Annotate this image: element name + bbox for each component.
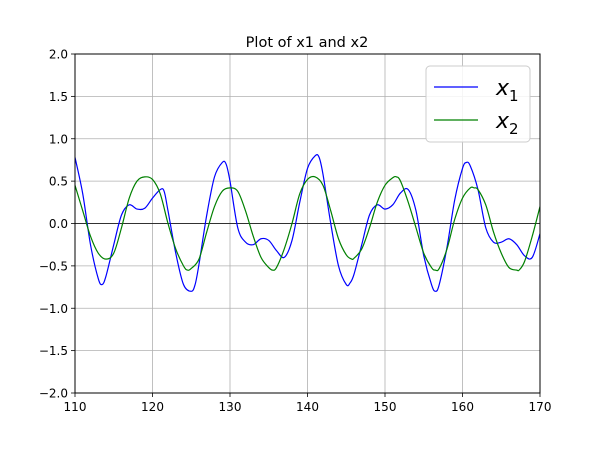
- series-layer: [75, 154, 540, 292]
- y-tick-label: −2.0: [39, 387, 68, 401]
- legend-label-x1: x1: [495, 76, 519, 105]
- series-line-x1: [75, 154, 540, 292]
- legend-box: [425, 65, 531, 143]
- x-tick-label: 140: [296, 400, 319, 414]
- y-tick-label: 0.5: [49, 175, 68, 189]
- legend-label-x2: x2: [495, 109, 519, 138]
- y-tick-label: 1.5: [49, 90, 68, 104]
- x-tick-label: 170: [529, 400, 552, 414]
- y-tick-label: −1.0: [39, 302, 68, 316]
- y-tick-label: −0.5: [39, 259, 68, 273]
- legend-label-x1-sub: 1: [509, 87, 519, 105]
- legend-label-x2-sub: 2: [509, 120, 519, 138]
- legend-label-x2-base: x: [495, 109, 510, 134]
- x-tick-label: 150: [374, 400, 397, 414]
- x-tick-label: 120: [141, 400, 164, 414]
- x-tick-label: 110: [64, 400, 87, 414]
- chart-title: Plot of x1 and x2: [246, 35, 369, 51]
- y-tick-label: 0.0: [49, 217, 68, 231]
- y-tick-label: −1.5: [39, 344, 68, 358]
- x-axis: 110 120 130 140 150 160 170: [64, 393, 552, 414]
- series-line-x2: [75, 175, 540, 272]
- x-tick-label: 130: [219, 400, 242, 414]
- legend: x1 x2: [425, 65, 531, 143]
- y-tick-label: 2.0: [49, 48, 68, 62]
- y-tick-label: 1.0: [49, 132, 68, 146]
- x-tick-label: 160: [451, 400, 474, 414]
- y-axis: −2.0 −1.5 −1.0 −0.5 0.0 0.5 1.0 1.5 2.0: [39, 48, 75, 401]
- legend-label-x1-base: x: [495, 76, 510, 101]
